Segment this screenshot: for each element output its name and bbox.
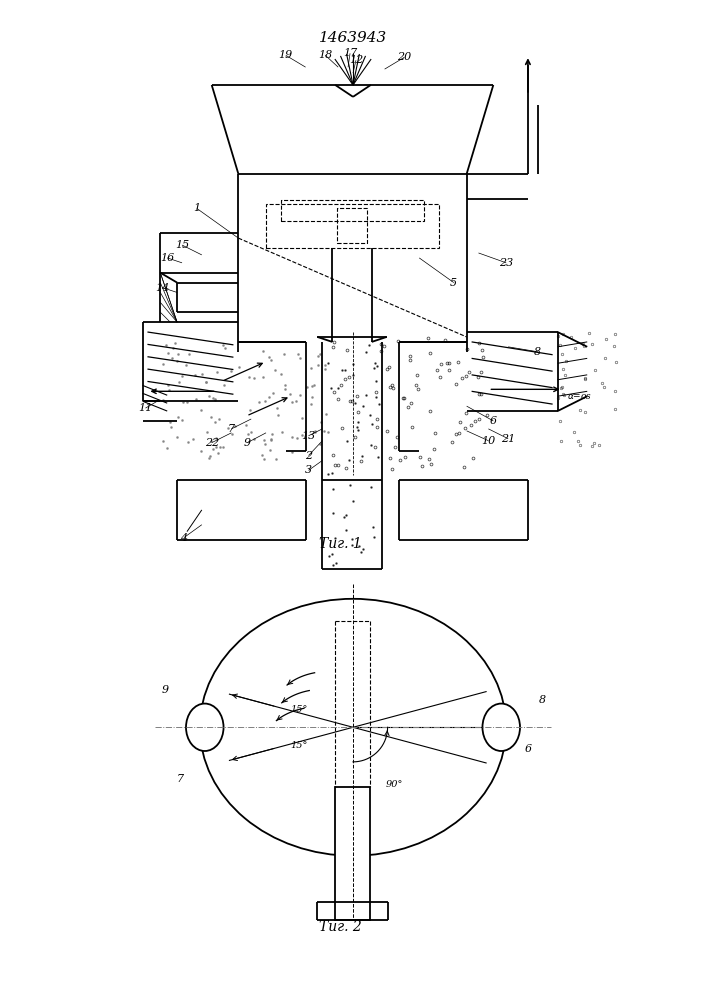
Ellipse shape <box>482 704 520 751</box>
Text: 22: 22 <box>204 438 218 448</box>
Bar <box>281 200 424 221</box>
Text: 15°: 15° <box>290 741 308 750</box>
Ellipse shape <box>186 704 223 751</box>
Text: 15°: 15° <box>290 705 308 714</box>
Text: 7: 7 <box>177 774 184 784</box>
Text: 4: 4 <box>180 533 187 543</box>
Text: 9: 9 <box>162 685 169 695</box>
Text: 23: 23 <box>499 258 513 268</box>
Text: 1: 1 <box>193 203 200 213</box>
Text: 19: 19 <box>279 50 293 60</box>
Text: 20: 20 <box>397 52 411 62</box>
Text: 3: 3 <box>305 465 312 475</box>
Text: 90°: 90° <box>386 780 403 789</box>
Text: Τиг. 1: Τиг. 1 <box>319 537 361 551</box>
Text: 17: 17 <box>343 48 357 58</box>
Text: 15: 15 <box>175 240 189 250</box>
Text: 6: 6 <box>525 744 532 754</box>
Text: 16: 16 <box>160 253 175 263</box>
Text: 13: 13 <box>301 431 315 441</box>
Text: 7: 7 <box>228 424 235 434</box>
Bar <box>335 787 370 920</box>
Text: 6: 6 <box>490 416 497 426</box>
Bar <box>337 208 367 243</box>
Text: 8: 8 <box>539 695 547 705</box>
Text: 12: 12 <box>349 55 363 65</box>
Text: 9: 9 <box>244 438 251 448</box>
Text: Τиг. 2: Τиг. 2 <box>319 920 361 934</box>
Text: 5: 5 <box>450 278 457 288</box>
Ellipse shape <box>200 599 506 856</box>
Text: 11: 11 <box>139 403 153 413</box>
Bar <box>266 204 439 248</box>
Text: 14: 14 <box>155 283 170 293</box>
Text: 10: 10 <box>481 436 496 446</box>
Text: 2: 2 <box>305 451 312 461</box>
Text: 18: 18 <box>318 50 332 60</box>
Text: $\alpha$=os: $\alpha$=os <box>568 392 592 401</box>
Text: 21: 21 <box>501 434 515 444</box>
Text: 8: 8 <box>534 347 542 357</box>
Text: 1463943: 1463943 <box>319 31 387 45</box>
